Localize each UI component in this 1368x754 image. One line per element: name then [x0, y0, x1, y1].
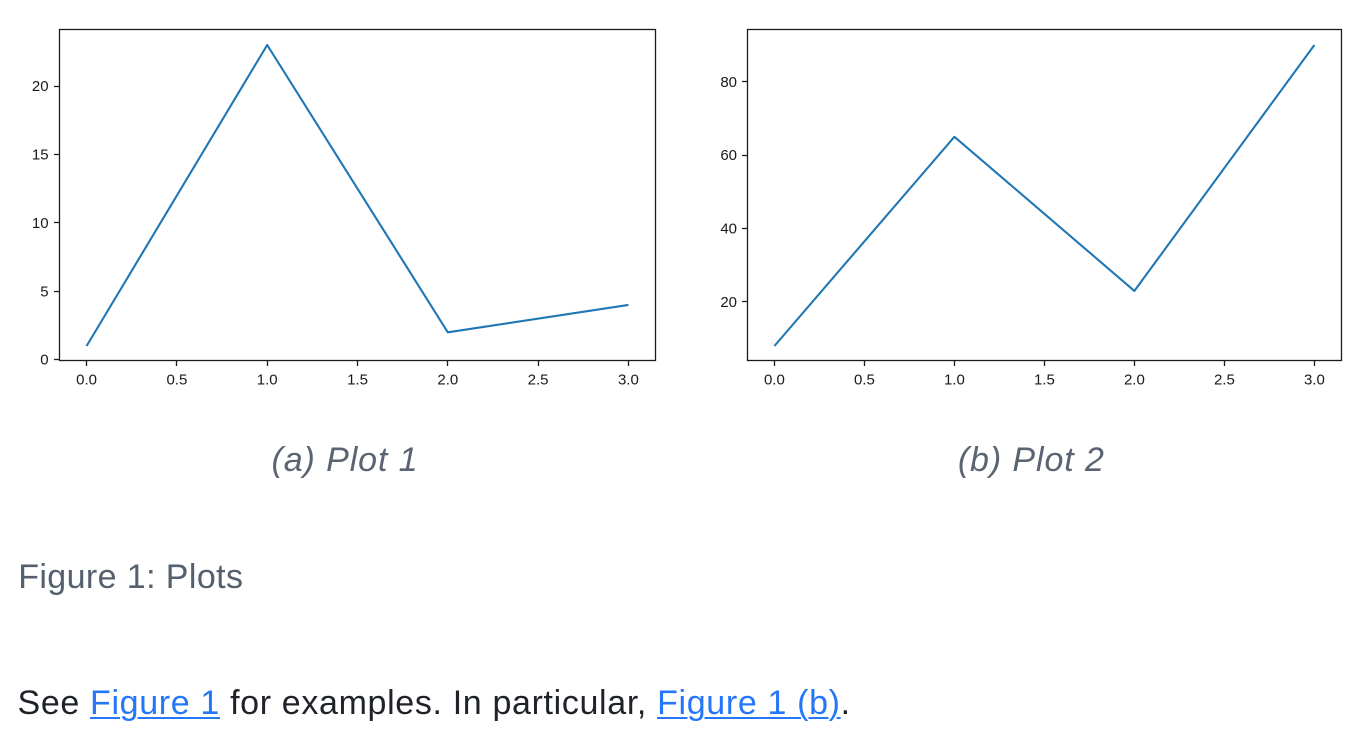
svg-text:80: 80 [720, 74, 737, 91]
svg-text:0.0: 0.0 [76, 372, 97, 389]
svg-text:1.0: 1.0 [257, 372, 278, 389]
svg-text:1.0: 1.0 [944, 372, 965, 389]
svg-text:0.5: 0.5 [854, 372, 875, 389]
svg-text:2.5: 2.5 [528, 372, 549, 389]
svg-text:2.0: 2.0 [1124, 372, 1145, 389]
svg-text:60: 60 [720, 147, 737, 164]
svg-text:0: 0 [40, 352, 48, 369]
svg-text:5: 5 [40, 283, 48, 300]
svg-text:20: 20 [32, 78, 49, 95]
svg-text:40: 40 [720, 221, 737, 238]
svg-text:20: 20 [720, 294, 737, 311]
svg-text:10: 10 [32, 215, 49, 232]
svg-text:0.5: 0.5 [166, 372, 187, 389]
svg-text:2.0: 2.0 [437, 372, 458, 389]
svg-text:3.0: 3.0 [618, 372, 639, 389]
svg-text:3.0: 3.0 [1304, 372, 1325, 389]
svg-text:0.0: 0.0 [764, 372, 785, 389]
svg-text:2.5: 2.5 [1214, 372, 1235, 389]
svg-text:1.5: 1.5 [347, 372, 368, 389]
svg-text:1.5: 1.5 [1034, 372, 1055, 389]
svg-text:15: 15 [32, 147, 49, 164]
